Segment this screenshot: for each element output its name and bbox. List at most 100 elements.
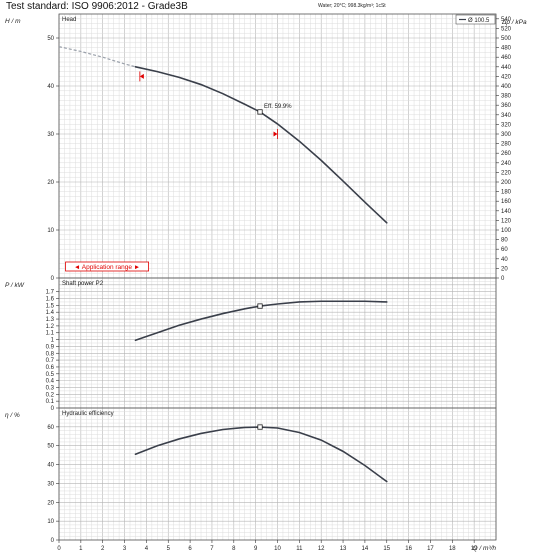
kpa-tick-label: 180 xyxy=(501,190,512,196)
kpa-tick-label: 500 xyxy=(501,36,512,42)
efficiency-ytick-label: 0 xyxy=(51,538,55,544)
xtick-label: 13 xyxy=(340,546,347,552)
kpa-tick-label: 140 xyxy=(501,209,512,215)
efficiency-ytick-label: 50 xyxy=(47,444,54,450)
xtick-label: 17 xyxy=(427,546,434,552)
kpa-tick-label: 280 xyxy=(501,142,512,148)
kpa-tick-label: 540 xyxy=(501,17,512,23)
xtick-label: 16 xyxy=(405,546,412,552)
power-ytick-label: 1.2 xyxy=(46,324,55,330)
kpa-tick-label: 420 xyxy=(501,74,512,80)
power-ytick-label: 1.6 xyxy=(46,297,55,303)
xtick-label: 1 xyxy=(79,546,83,552)
kpa-tick-label: 340 xyxy=(501,113,512,119)
duty-point-marker xyxy=(257,109,263,115)
kpa-tick-label: 240 xyxy=(501,161,512,167)
efficiency-annotation: Eff. 59.9% xyxy=(264,104,292,110)
x-axis-label: Q / m³/h xyxy=(473,545,497,552)
efficiency-panel xyxy=(56,407,497,541)
power-ylabel: P / kW xyxy=(5,282,25,289)
legend-box xyxy=(455,14,496,25)
range-marker-arrow xyxy=(139,73,144,79)
xtick-label: 2 xyxy=(101,546,105,552)
head-ytick-label: 10 xyxy=(47,228,54,234)
power-ytick-label: 1.3 xyxy=(46,317,55,323)
kpa-tick-label: 0 xyxy=(501,276,505,282)
power-ytick-label: 0.1 xyxy=(46,399,55,405)
power-ytick-label: 0.8 xyxy=(46,351,55,357)
head-ytick-label: 20 xyxy=(47,180,54,186)
xtick-label: 8 xyxy=(232,546,236,552)
power-ytick-label: 1.5 xyxy=(46,303,55,309)
xtick-label: 0 xyxy=(57,546,61,552)
kpa-tick-label: 440 xyxy=(501,65,512,71)
application-range-box xyxy=(65,261,149,272)
chart-title: Test standard: ISO 9906:2012 - Grade3B xyxy=(6,1,188,12)
head-ylabel: H / m xyxy=(5,18,21,25)
xtick-label: 19 xyxy=(471,546,478,552)
kpa-tick-label: 200 xyxy=(501,180,512,186)
range-marker-arrow xyxy=(273,131,278,137)
kpa-tick-label: 160 xyxy=(501,199,512,205)
power-duty-marker xyxy=(257,303,263,309)
power-ytick-label: 1.7 xyxy=(46,290,55,296)
head-panel-label: Head xyxy=(62,17,76,23)
head-extrapolation-line xyxy=(58,46,136,68)
xtick-label: 10 xyxy=(274,546,281,552)
kpa-tick-label: 220 xyxy=(501,170,512,176)
kpa-tick-label: 480 xyxy=(501,46,512,52)
efficiency-duty-marker xyxy=(257,424,263,430)
kpa-tick-label: 260 xyxy=(501,151,512,157)
kpa-tick-label: 400 xyxy=(501,84,512,90)
xtick-label: 9 xyxy=(254,546,258,552)
xtick-label: 4 xyxy=(145,546,149,552)
kpa-tick-label: 300 xyxy=(501,132,512,138)
xtick-label: 7 xyxy=(210,546,214,552)
power-panel-label: Shaft power P2 xyxy=(62,281,104,287)
power-ytick-label: 0.7 xyxy=(46,358,55,364)
power-ytick-label: 0.9 xyxy=(46,344,55,350)
xtick-label: 12 xyxy=(318,546,325,552)
efficiency-ytick-label: 10 xyxy=(47,519,54,525)
power-ytick-label: 1.1 xyxy=(46,331,55,337)
power-ytick-label: 0.5 xyxy=(46,372,55,378)
kpa-axis-label: Δp / kPa xyxy=(501,19,527,26)
xtick-label: 18 xyxy=(449,546,456,552)
kpa-tick-label: 120 xyxy=(501,218,512,224)
power-ytick-label: 0.4 xyxy=(46,379,55,385)
efficiency-ytick-label: 30 xyxy=(47,481,54,487)
kpa-tick-label: 20 xyxy=(501,266,508,272)
head-panel xyxy=(56,13,497,279)
head-ytick-label: 30 xyxy=(47,132,54,138)
power-ytick-label: 0.6 xyxy=(46,365,55,371)
kpa-tick-label: 380 xyxy=(501,94,512,100)
kpa-tick-label: 40 xyxy=(501,257,508,263)
power-panel xyxy=(56,277,497,409)
efficiency-ytick-label: 60 xyxy=(47,425,54,431)
power-ytick-label: 0.3 xyxy=(46,385,55,391)
efficiency-ytick-label: 20 xyxy=(47,500,54,506)
xtick-label: 14 xyxy=(362,546,369,552)
power-ytick-label: 0 xyxy=(51,406,55,412)
xtick-label: 3 xyxy=(123,546,127,552)
kpa-tick-label: 520 xyxy=(501,26,512,32)
power-ytick-label: 1.4 xyxy=(46,310,55,316)
legend-label: Ø 100.5 xyxy=(468,18,490,24)
kpa-tick-label: 100 xyxy=(501,228,512,234)
power-ytick-label: 0.2 xyxy=(46,392,55,398)
xtick-label: 6 xyxy=(188,546,192,552)
power-ytick-label: 1 xyxy=(51,338,55,344)
test-conditions: Water; 20°C; 998.3kg/m³; 1cSt xyxy=(318,3,386,9)
xtick-label: 15 xyxy=(383,546,390,552)
head-ytick-label: 50 xyxy=(47,36,54,42)
kpa-tick-label: 320 xyxy=(501,122,512,128)
xtick-label: 5 xyxy=(167,546,171,552)
kpa-tick-label: 460 xyxy=(501,55,512,61)
kpa-tick-label: 360 xyxy=(501,103,512,109)
xtick-label: 11 xyxy=(296,546,303,552)
head-ytick-label: 40 xyxy=(47,84,54,90)
head-ytick-label: 0 xyxy=(51,276,55,282)
kpa-tick-label: 80 xyxy=(501,238,508,244)
application-range-label: ◄ Application range ► xyxy=(74,264,140,271)
